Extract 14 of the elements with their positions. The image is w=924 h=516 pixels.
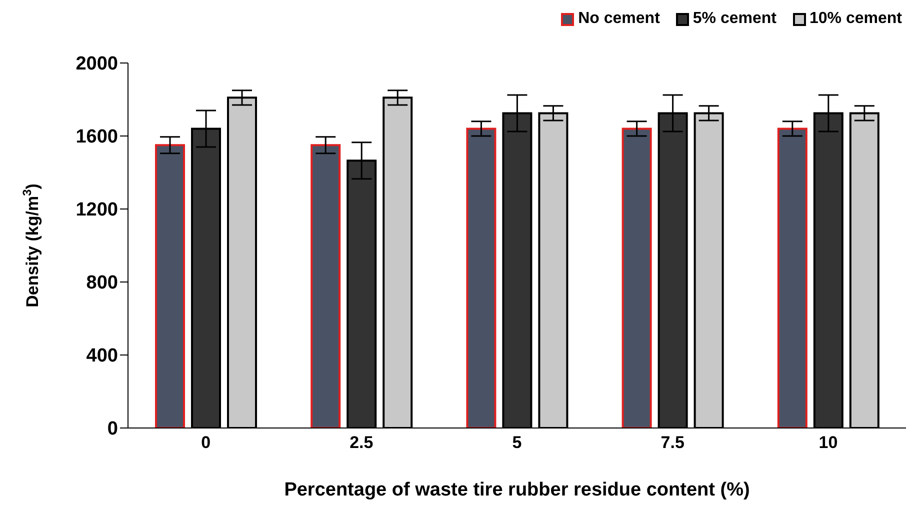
y-tick-label: 800 <box>86 272 118 294</box>
legend-label: No cement <box>578 10 660 28</box>
y-tick-label: 1200 <box>76 200 118 221</box>
x-tick-label: 0 <box>201 433 211 452</box>
x-axis-title: Percentage of waste tire rubber residue content (%) <box>284 479 750 500</box>
y-tick-label: 400 <box>86 346 118 367</box>
x-tick-label: 10 <box>818 433 838 452</box>
legend-label: 5% cement <box>692 10 776 28</box>
y-tick-label: 1600 <box>76 126 118 148</box>
x-tick-label: 2.5 <box>350 433 374 452</box>
x-tick-label: 5 <box>512 433 522 452</box>
legend-label: 10% cement <box>810 10 902 28</box>
y-tick-label: 2000 <box>76 54 118 75</box>
x-tick-label: 7.5 <box>660 433 684 452</box>
